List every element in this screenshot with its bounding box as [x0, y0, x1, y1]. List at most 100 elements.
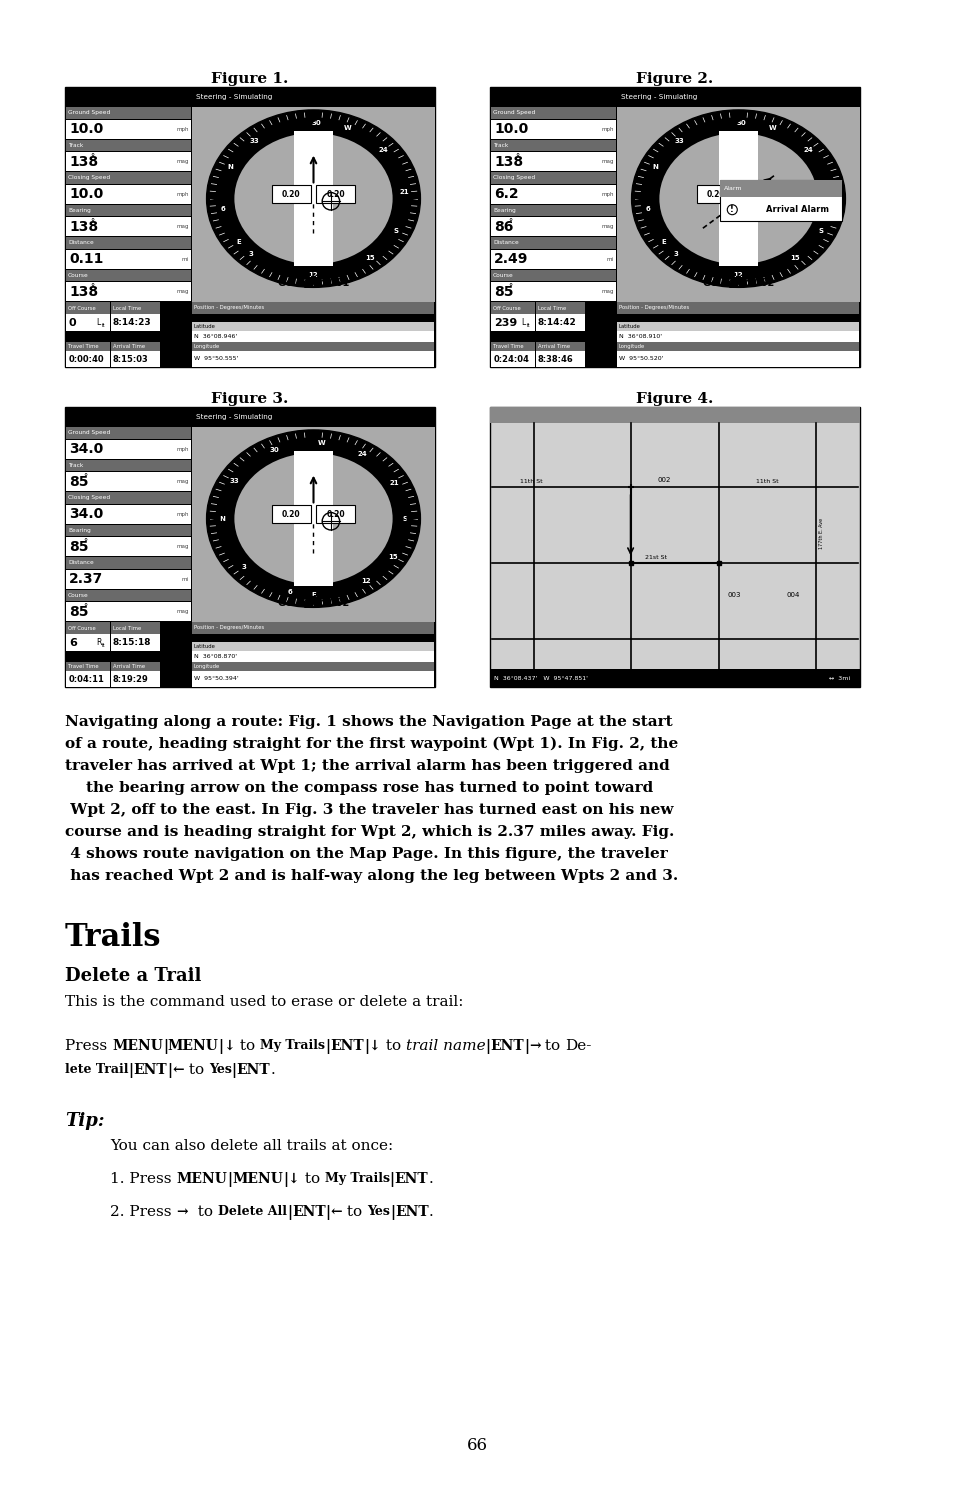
Bar	[192, 427, 435, 622]
Text: 004: 004	[786, 592, 800, 598]
Text: ft: ft	[102, 642, 106, 647]
Text: 21st St: 21st St	[645, 555, 667, 561]
Bar	[490, 407, 859, 687]
Text: E: E	[660, 239, 665, 245]
Polygon shape	[735, 112, 740, 122]
Text: |: |	[287, 1204, 292, 1219]
Text: 30: 30	[270, 448, 279, 454]
Text: Figure 1.: Figure 1.	[212, 71, 289, 86]
Text: MENU: MENU	[176, 1172, 227, 1187]
Text: Yes: Yes	[367, 1204, 390, 1218]
Text: 8:19:29: 8:19:29	[112, 675, 149, 684]
Text: .: .	[428, 1172, 433, 1187]
Text: 8:15:03: 8:15:03	[112, 354, 149, 363]
Text: Distance: Distance	[493, 241, 518, 245]
Text: 2.37: 2.37	[69, 572, 103, 586]
Text: N  36°08.437'   W  95°47.851': N 36°08.437' W 95°47.851'	[494, 675, 587, 681]
Text: 0.20: 0.20	[326, 189, 345, 199]
Text: →: →	[176, 1204, 188, 1219]
Ellipse shape	[631, 110, 844, 287]
Text: 34.0: 34.0	[69, 507, 103, 522]
Text: mag: mag	[601, 159, 614, 165]
Text: 138: 138	[494, 155, 522, 170]
Bar	[696, 186, 736, 202]
Text: 177th E. Ave: 177th E. Ave	[819, 517, 823, 549]
Text: 10.0: 10.0	[69, 187, 103, 201]
Text: Course: Course	[493, 272, 514, 278]
Text: 21: 21	[399, 189, 409, 195]
Polygon shape	[406, 516, 419, 522]
Text: Press: Press	[65, 1039, 112, 1053]
Bar	[720, 180, 841, 198]
Text: ENT: ENT	[395, 1204, 428, 1219]
Text: 0:00:40: 0:00:40	[69, 354, 105, 363]
Text: 0.20: 0.20	[326, 510, 345, 519]
Bar	[272, 506, 311, 523]
Text: Travel Time: Travel Time	[68, 665, 98, 669]
Text: 6: 6	[69, 638, 77, 647]
Bar	[66, 558, 191, 568]
Text: °: °	[83, 473, 87, 482]
Text: 12: 12	[733, 272, 742, 278]
Polygon shape	[831, 196, 843, 201]
Text: N: N	[219, 516, 225, 522]
Text: 0.11: 0.11	[69, 253, 103, 266]
Text: Figure 2.: Figure 2.	[636, 71, 713, 86]
Text: the bearing arrow on the compass rose has turned to point toward: the bearing arrow on the compass rose ha…	[65, 781, 653, 796]
Bar	[66, 602, 191, 622]
Ellipse shape	[207, 110, 420, 287]
Bar	[111, 622, 160, 633]
Text: 0.20: 0.20	[282, 189, 300, 199]
Text: 21: 21	[389, 480, 398, 486]
Bar	[192, 342, 434, 351]
Bar	[111, 314, 160, 332]
Bar	[66, 205, 191, 216]
Bar	[491, 184, 616, 204]
Bar	[111, 633, 160, 651]
Bar	[491, 283, 616, 300]
Text: Local Time: Local Time	[112, 626, 141, 630]
Text: 0.20: 0.20	[706, 189, 725, 199]
Text: 21: 21	[824, 189, 834, 195]
Bar	[192, 107, 435, 302]
Text: 8:38:46: 8:38:46	[537, 354, 573, 363]
Text: Off Course: Off Course	[493, 305, 520, 311]
Bar	[66, 504, 191, 523]
Text: |: |	[390, 1172, 395, 1187]
Text: Local Time: Local Time	[537, 305, 566, 311]
Text: ENT: ENT	[292, 1204, 325, 1219]
Bar	[66, 440, 191, 458]
Bar	[111, 351, 160, 367]
Text: ←: ←	[172, 1063, 184, 1077]
Text: 11th St: 11th St	[519, 479, 541, 483]
Bar	[192, 351, 434, 367]
Text: E: E	[311, 592, 315, 598]
Bar	[491, 269, 616, 281]
Bar	[111, 671, 160, 687]
Text: 33: 33	[250, 137, 259, 144]
Text: |: |	[325, 1039, 330, 1054]
Text: ENT: ENT	[490, 1039, 523, 1053]
Bar	[66, 172, 191, 184]
Text: |: |	[325, 1204, 330, 1219]
Text: 85: 85	[69, 540, 89, 555]
Text: 85: 85	[69, 474, 89, 489]
Polygon shape	[208, 196, 220, 201]
Bar	[66, 107, 191, 119]
Text: Yes: Yes	[209, 1063, 232, 1077]
Bar	[491, 236, 616, 248]
Text: My Trails: My Trails	[324, 1172, 390, 1185]
Text: Arrival Time: Arrival Time	[112, 665, 145, 669]
Text: to: to	[299, 1172, 324, 1187]
Bar	[491, 205, 616, 216]
Text: mag: mag	[176, 225, 189, 229]
Bar	[617, 332, 858, 342]
Text: E: E	[236, 239, 241, 245]
Bar	[66, 342, 110, 351]
Text: 24: 24	[378, 147, 388, 153]
Text: 8:14:23: 8:14:23	[112, 318, 152, 327]
Text: 15: 15	[789, 256, 799, 262]
Text: R: R	[96, 638, 101, 647]
Bar	[491, 172, 616, 184]
Text: 24: 24	[802, 147, 813, 153]
